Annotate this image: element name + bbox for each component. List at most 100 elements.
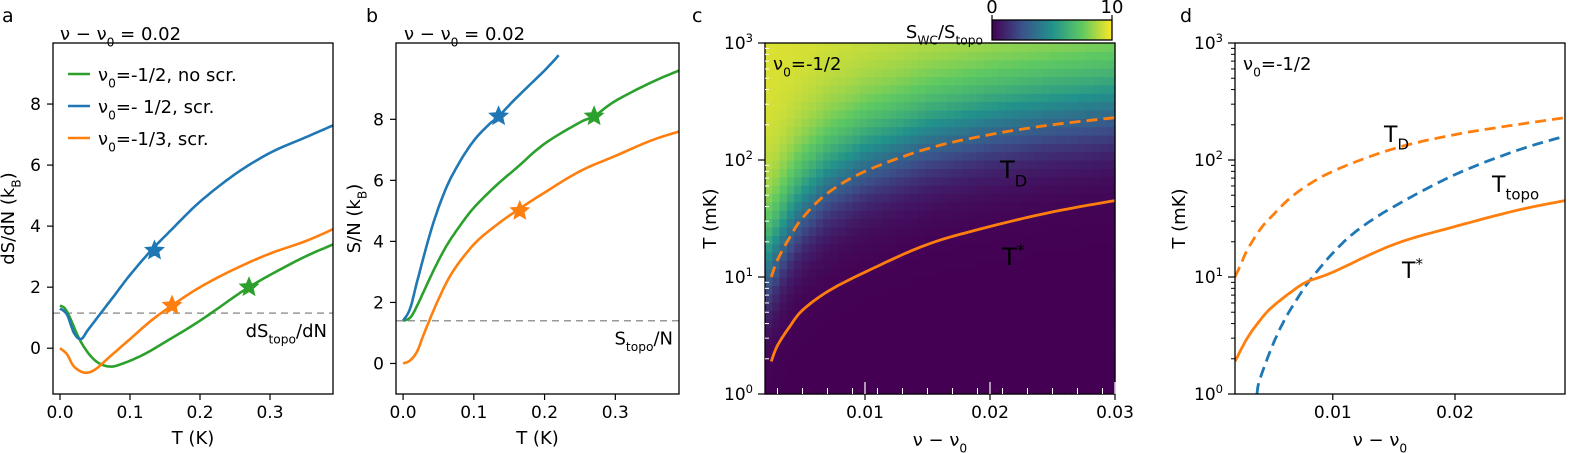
panel-c-heatmap-cell	[881, 151, 890, 161]
panel-c-heatmap-cell	[1005, 193, 1014, 203]
panel-c-heatmap-cell	[1012, 210, 1021, 220]
panel-c-heatmap-cell	[910, 201, 919, 211]
panel-c-heatmap-cell	[1049, 343, 1058, 353]
panel-c-series-label-part: T	[999, 156, 1015, 184]
panel-c-heatmap-cell	[983, 226, 992, 236]
panel-c-heatmap-cell	[940, 360, 948, 370]
panel-c-heatmap-cell	[1034, 201, 1043, 211]
panel-d-frame	[1234, 42, 1566, 395]
panel-c-heatmap-cell	[983, 385, 992, 395]
panel-c-heatmap-cell	[786, 151, 795, 161]
panel-b-xtick-label: 0.2	[531, 403, 558, 423]
panel-a-title-part: = 0.02	[114, 24, 181, 45]
panel-c-heatmap-cell	[918, 160, 926, 169]
panel-c-heatmap-cell	[961, 76, 970, 86]
panel-c-heatmap-cell	[1049, 176, 1058, 186]
panel-c-heatmap-cell	[874, 185, 883, 195]
panel-c-heatmap-cell	[1100, 335, 1109, 345]
panel-c-heatmap-cell	[1064, 260, 1072, 270]
panel-c-heatmap-cell	[889, 43, 897, 52]
panel-c-heatmap-cell	[881, 51, 890, 61]
panel-c-heatmap-cell	[903, 201, 912, 211]
panel-c-heatmap-cell	[969, 343, 978, 353]
panel-c-heatmap-cell	[925, 260, 934, 270]
panel-c-heatmap-cell	[903, 268, 912, 278]
panel-c-heatmap-cell	[918, 43, 926, 52]
panel-c-heatmap-cell	[881, 235, 890, 245]
panel-c-heatmap-cell	[932, 51, 941, 61]
panel-c-heatmap-cell	[837, 193, 846, 203]
panel-c-heatmap-cell	[823, 160, 832, 169]
panel-c-heatmap-cell	[998, 251, 1007, 261]
panel-c-heatmap-cell	[896, 68, 905, 78]
panel-c-heatmap-cell	[889, 84, 897, 94]
panel-c-heatmap-cell	[1071, 260, 1080, 270]
panel-c-heatmap-cell	[1034, 343, 1043, 353]
panel-c-heatmap-cell	[954, 76, 963, 86]
panel-c-heatmap-cell	[1020, 76, 1029, 86]
panel-c-heatmap-cell	[1027, 118, 1036, 128]
panel-c-heatmap-cell	[837, 201, 846, 211]
panel-c-heatmap-cell	[1078, 310, 1087, 320]
panel-c-heatmap-cell	[1049, 168, 1058, 178]
panel-c-heatmap-cell	[1100, 76, 1109, 86]
panel-c-heatmap-cell	[889, 68, 897, 78]
panel-c-heatmap-cell	[1049, 285, 1058, 295]
panel-c-heatmap-cell	[1020, 368, 1029, 378]
panel-c-heatmap-cell	[801, 101, 810, 111]
panel-c-heatmap-cell	[823, 318, 832, 328]
panel-c-heatmap-cell	[910, 293, 919, 303]
panel-c-heatmap-cell	[940, 59, 948, 69]
panel-c-heatmap-cell	[1071, 302, 1080, 312]
panel-c-heatmap-cell	[874, 168, 883, 178]
panel-c-heatmap-cell	[1064, 109, 1072, 119]
panel-c-heatmap-cell	[918, 277, 926, 286]
panel-c-heatmap-cell	[816, 360, 824, 370]
panel-c-heatmap-cell	[881, 385, 890, 395]
panel-c-heatmap-cell	[896, 126, 905, 136]
panel-a-legend-label-part: =- 1/2, scr.	[116, 97, 214, 118]
panel-c-heatmap-cell	[772, 218, 781, 228]
panel-c-heatmap-cell	[896, 168, 905, 178]
panel-c-heatmap-cell	[794, 368, 803, 378]
panel-c-heatmap-cell	[954, 243, 963, 253]
panel-c-heatmap-cell	[1093, 134, 1101, 144]
panel-c-heatmap-cell	[1012, 43, 1021, 52]
panel-c-heatmap-cell	[1005, 109, 1014, 119]
panel-c-heatmap-cell	[801, 68, 810, 78]
panel-c-heatmap-cell	[925, 101, 934, 111]
panel-a-legend-label-part: =-1/3, scr.	[116, 129, 209, 150]
panel-c-heatmap-cell	[910, 160, 919, 169]
panel-c-heatmap-cell	[859, 368, 868, 378]
panel-c-heatmap-cell	[896, 118, 905, 128]
panel-c-heatmap-cell	[969, 368, 978, 378]
panel-b-ytick-label: 8	[373, 110, 384, 130]
panel-c-heatmap-cell	[830, 210, 839, 220]
panel-c-heatmap-cell	[1049, 243, 1058, 253]
panel-c-heatmap-cell	[816, 201, 824, 211]
panel-c-heatmap-cell	[940, 352, 948, 362]
panel-c-heatmap-cell	[910, 260, 919, 270]
panel-c-heatmap-cell	[786, 335, 795, 345]
panel-c-heatmap-cell	[1005, 160, 1014, 169]
panel-c-heatmap-cell	[954, 59, 963, 69]
panel-c-heatmap-cell	[896, 343, 905, 353]
panel-c-heatmap-cell	[816, 185, 824, 195]
panel-c-heatmap-cell	[816, 251, 824, 261]
panel-c-heatmap-cell	[801, 226, 810, 236]
panel-c-heatmap-cell	[1034, 160, 1043, 169]
panel-c-heatmap-cell	[859, 201, 868, 211]
panel-c-heatmap-cell	[976, 193, 985, 203]
panel-c-heatmap-cell	[808, 243, 817, 253]
panel-c-heatmap-cell	[896, 377, 905, 387]
panel-c-heatmap-cell	[823, 43, 832, 52]
panel-c-heatmap-cell	[991, 327, 999, 337]
panel-c-heatmap-cell	[1093, 360, 1101, 370]
panel-c-heatmap-cell	[779, 201, 788, 211]
panel-c-heatmap-cell	[874, 201, 883, 211]
panel-c-heatmap-cell	[925, 84, 934, 94]
panel-d-xlabel: ν − ν0	[1353, 430, 1407, 453]
panel-c-heatmap-cell	[903, 185, 912, 195]
panel-c-heatmap-cell	[1100, 343, 1109, 353]
panel-c-heatmap-cell	[1012, 343, 1021, 353]
